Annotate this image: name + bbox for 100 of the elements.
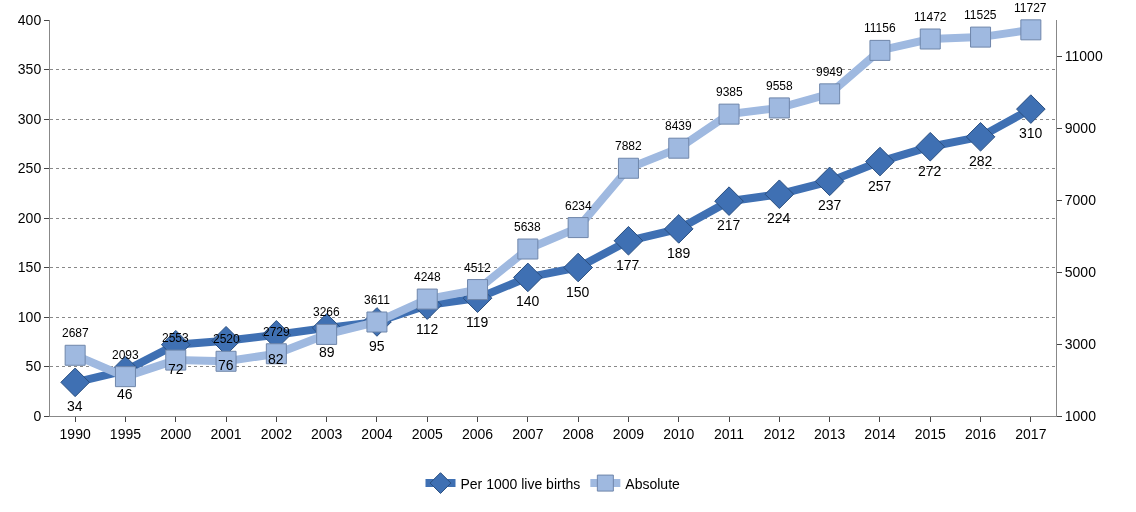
data-label: 11525 xyxy=(964,8,997,22)
data-label: 9949 xyxy=(816,65,844,79)
x-tick-label: 2000 xyxy=(160,425,192,442)
data-label: 11472 xyxy=(914,10,947,24)
point xyxy=(865,146,895,177)
point xyxy=(416,288,438,310)
legend-label: Absolute xyxy=(625,475,681,492)
point xyxy=(617,157,639,179)
x-tick-label: 2010 xyxy=(663,425,695,442)
data-label: 3266 xyxy=(313,305,341,319)
point xyxy=(1020,19,1042,41)
x-tick-label: 2011 xyxy=(714,425,745,442)
data-label: 11156 xyxy=(864,21,896,35)
x-tick-label: 2015 xyxy=(914,425,947,442)
x-tick-label: 2006 xyxy=(461,425,494,442)
y2-tick-label: 3000 xyxy=(1064,335,1097,352)
point xyxy=(919,28,941,50)
data-label: 82 xyxy=(268,351,284,367)
point xyxy=(517,238,539,260)
legend-label: Per 1000 live births xyxy=(460,475,581,492)
data-label: 76 xyxy=(218,357,234,373)
point xyxy=(316,323,338,345)
y-tick-label: 100 xyxy=(17,308,42,325)
point xyxy=(869,39,891,61)
y-tick-label: 300 xyxy=(17,110,42,127)
data-label: 11727 xyxy=(1014,1,1047,15)
point xyxy=(915,131,946,162)
x-tick-label: 2004 xyxy=(361,425,393,442)
point xyxy=(513,262,543,293)
point xyxy=(714,186,744,216)
data-label: 4248 xyxy=(414,270,442,284)
y-tick-label: 400 xyxy=(17,11,42,28)
data-label: 3611 xyxy=(364,293,391,307)
point xyxy=(970,26,992,48)
point xyxy=(814,166,845,197)
data-label: 189 xyxy=(667,245,691,261)
data-label: 310 xyxy=(1019,125,1043,141)
x-tick-label: 2003 xyxy=(311,425,343,442)
y-tick-label: 0 xyxy=(33,407,42,424)
y-tick-label: 250 xyxy=(17,160,42,177)
y-tick-label: 150 xyxy=(17,259,42,276)
point xyxy=(764,179,795,210)
data-label: 150 xyxy=(566,284,590,300)
data-label: 224 xyxy=(767,210,791,226)
x-tick-label: 1995 xyxy=(109,425,142,442)
point xyxy=(563,252,593,283)
point xyxy=(1016,94,1046,124)
data-label: 217 xyxy=(717,217,741,233)
point xyxy=(114,366,136,388)
point xyxy=(819,83,841,105)
data-label: 119 xyxy=(466,314,489,330)
data-label: 4512 xyxy=(464,261,492,275)
data-label: 9385 xyxy=(716,85,744,99)
point xyxy=(768,97,790,119)
point xyxy=(613,225,644,256)
y-tick-label: 50 xyxy=(25,358,42,375)
data-label: 72 xyxy=(168,361,184,377)
x-tick-label: 2002 xyxy=(260,425,293,442)
point xyxy=(64,344,86,366)
x-tick-label: 2007 xyxy=(512,425,544,442)
data-label: 7882 xyxy=(615,139,643,153)
point xyxy=(965,122,996,152)
data-label: 2687 xyxy=(62,326,90,340)
point xyxy=(567,217,589,239)
x-tick-label: 2008 xyxy=(562,425,594,442)
x-tick-label: 2012 xyxy=(763,425,796,442)
data-label: 34 xyxy=(67,398,83,414)
x-tick-label: 2009 xyxy=(612,425,645,442)
y2-tick-label: 7000 xyxy=(1064,191,1097,208)
data-label: 95 xyxy=(369,338,385,354)
data-label: 9558 xyxy=(766,79,794,93)
data-label: 257 xyxy=(868,178,892,194)
y2-tick-label: 1000 xyxy=(1064,407,1097,424)
data-label: 46 xyxy=(117,386,133,402)
x-tick-label: 1990 xyxy=(59,425,91,442)
data-label: 177 xyxy=(616,257,640,273)
data-label: 112 xyxy=(416,321,439,337)
data-label: 237 xyxy=(818,197,842,213)
point xyxy=(718,103,740,125)
data-label: 140 xyxy=(516,293,540,309)
x-tick-label: 2001 xyxy=(210,425,242,442)
y2-tick-label: 5000 xyxy=(1064,263,1097,280)
data-label: 2729 xyxy=(263,325,291,339)
data-label: 5638 xyxy=(514,220,542,234)
point xyxy=(467,279,489,301)
data-label: 2520 xyxy=(213,332,241,346)
x-tick-label: 2013 xyxy=(814,425,846,442)
data-label: 89 xyxy=(319,344,335,360)
x-tick-label: 2005 xyxy=(411,425,444,442)
y-tick-label: 200 xyxy=(17,209,42,226)
y2-tick-label: 11000 xyxy=(1064,47,1103,64)
data-label: 6234 xyxy=(565,199,593,213)
point xyxy=(668,137,690,159)
y2-tick-label: 9000 xyxy=(1064,119,1097,136)
data-label: 282 xyxy=(969,153,993,169)
x-tick-label: 2014 xyxy=(864,425,896,442)
point xyxy=(60,367,90,398)
data-label: 272 xyxy=(918,163,942,179)
data-label: 8439 xyxy=(665,119,693,133)
y-tick-label: 350 xyxy=(17,61,42,78)
